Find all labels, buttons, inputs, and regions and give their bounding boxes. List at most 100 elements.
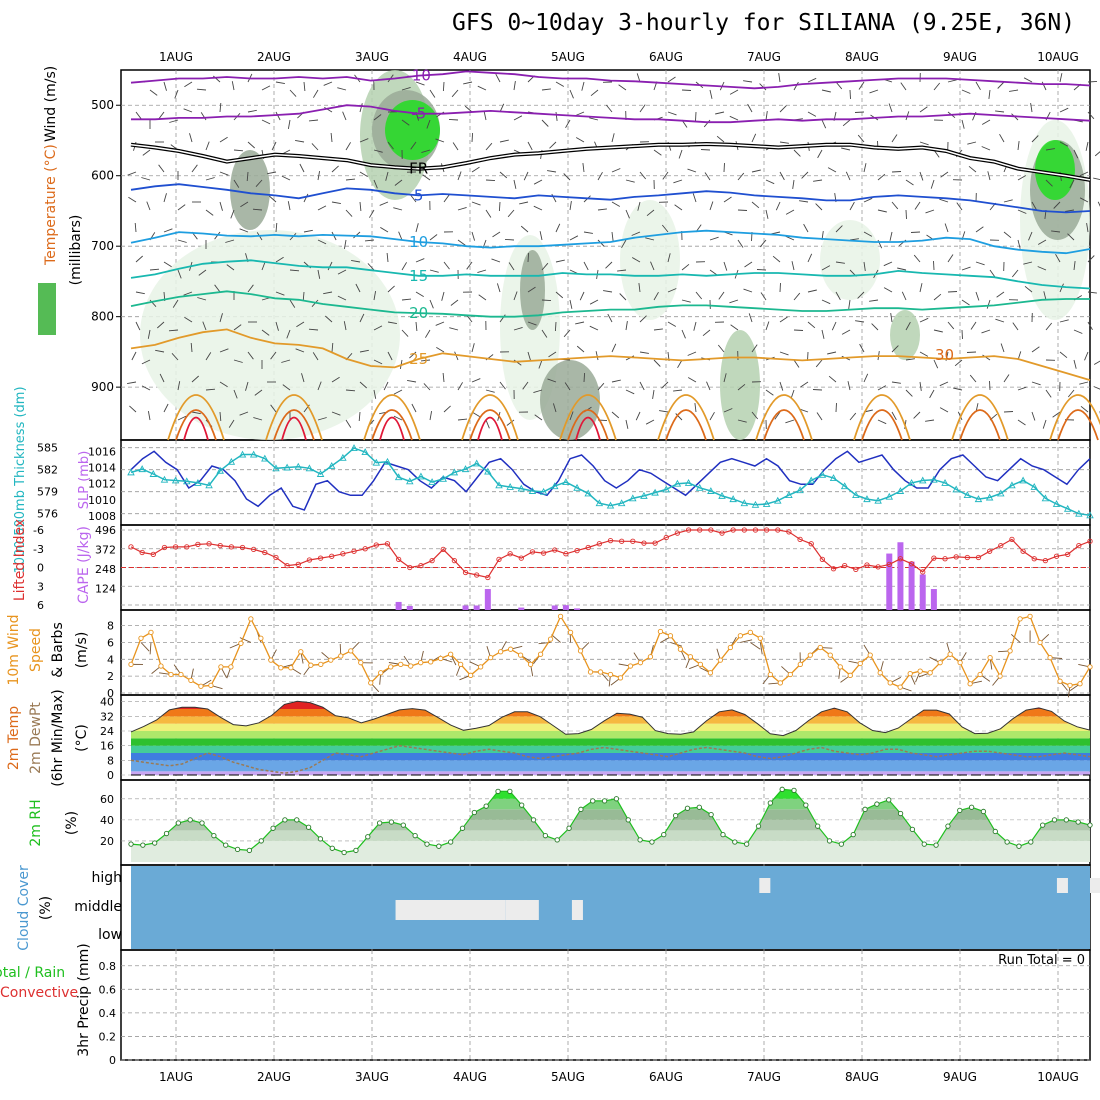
wind-barb [191,375,200,383]
wind-barb [198,269,207,276]
wind-barb [987,171,991,181]
wind-barb [1045,389,1052,398]
cape-bar [908,561,915,610]
wind-speed-marker [927,670,933,676]
temperature-contour-diurnal [379,416,405,441]
wind-barb [275,291,285,296]
slp-marker [517,484,526,492]
wind-speed-marker [438,655,444,662]
wind-barb [457,206,467,211]
y-tick-label-slp: 1008 [88,510,116,523]
wind-barb [966,351,977,353]
wind-barb [792,179,795,189]
wind-barb [581,81,585,91]
slp-marker [974,495,983,503]
cape-bar [395,601,402,610]
temperature-contour-diurnal [363,394,421,441]
wind-barb [718,291,725,300]
wind-barb [324,315,333,323]
wind-barb [230,209,235,219]
lifted-index-marker [730,527,736,533]
wind-barb [239,228,249,233]
wind-barb [253,417,263,421]
wind-barb [611,343,617,353]
y-tick-label-temp: 16 [100,740,114,753]
wind-barb [519,201,529,205]
wind-barb [645,419,655,425]
lifted-index-marker [630,538,636,544]
wind-speed-marker [268,657,274,663]
wind-speed-marker [497,649,504,655]
slp-marker [774,496,782,504]
rh-shading-area [520,250,545,330]
slp-marker [573,483,581,491]
wind-speed-marker [917,668,923,674]
y-tick-label-wind: 4 [107,653,114,666]
lifted-index-marker [1009,536,1015,543]
wind-barb [775,201,781,211]
lifted-index-marker [251,546,257,553]
wind-barb [268,195,277,203]
wind-barb [737,172,745,181]
wind-barb [261,261,266,271]
wind-barb [961,119,965,129]
wind-barb [681,89,692,91]
wind-barb [282,384,291,391]
wind-barb [815,359,823,368]
wind-barb [744,261,753,268]
wind-barb [940,171,949,178]
rh2m-marker [175,820,182,826]
wind-barb [674,204,683,211]
wind-barb [597,208,607,211]
wind-speed-marker [597,669,604,675]
rh2m-marker [803,802,809,808]
wind-speed-marker [178,671,184,678]
date-label-bottom: 6AUG [649,1070,683,1084]
lifted-index-marker [808,541,814,547]
slp-marker [885,492,894,500]
wind-barb [393,389,403,395]
wind-barb [582,163,585,173]
wind-barb [821,89,831,93]
slp-marker [138,465,146,473]
rh2m-marker [1028,839,1034,845]
wind-barb [891,411,897,421]
temperature-line [130,700,1091,737]
wind-barb [639,381,645,391]
lifted-index-marker [563,551,569,557]
rh2m-marker [246,847,253,854]
rh2m-marker [744,841,750,847]
wind-barb [312,352,319,361]
wind-barb [303,81,306,92]
lifted-index-marker [619,538,625,544]
date-label-bottom: 4AUG [453,1070,487,1084]
wind-barb [323,291,333,295]
wind-barb [793,292,801,301]
rh2m-marker [412,833,418,839]
wind-barb [827,167,837,173]
lifted-index-marker [886,561,892,568]
cape-bar [574,608,581,610]
wind-barb [611,231,614,241]
wind-barb [919,106,928,113]
wind-barb [702,329,711,337]
wind-barb [662,171,669,180]
dewpoint-line [130,744,1091,774]
wind-barb [471,378,481,383]
lifted-index-marker [184,544,190,550]
lifted-index-marker [853,566,859,573]
slp-marker [149,470,158,477]
wind-barb [454,351,459,361]
wind-barb [552,403,557,413]
rh2m-marker [282,817,288,823]
wind-barb [569,235,579,241]
wind-barb [576,345,585,353]
wind-barb [1009,89,1019,92]
wind-barb [845,171,851,181]
slp-marker [1019,476,1027,484]
y-tick-label-cape: 372 [95,544,116,557]
wind-barb [191,411,201,415]
wind-barb [415,81,425,86]
rh2m-marker [1063,817,1069,823]
wind-barb [967,141,977,145]
